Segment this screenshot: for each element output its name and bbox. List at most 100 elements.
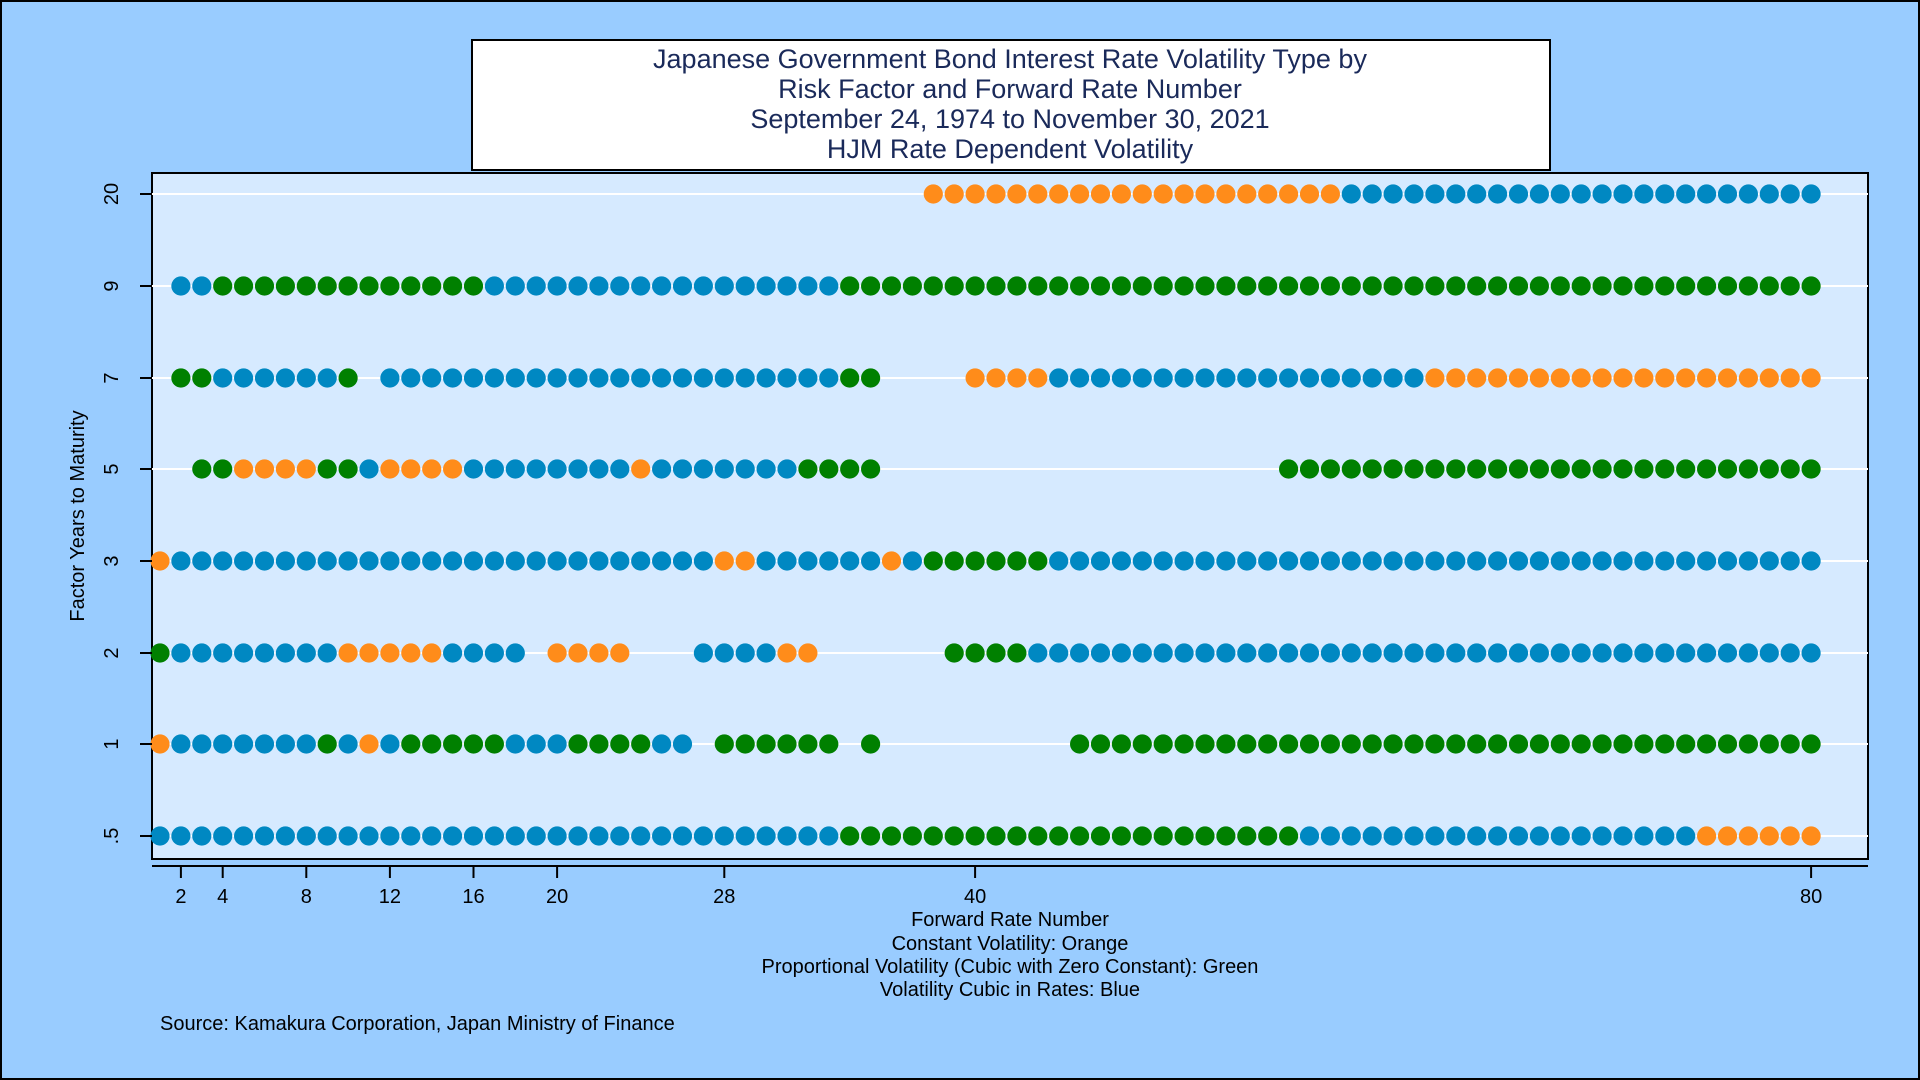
data-point-blue	[1216, 368, 1236, 388]
data-point-green	[944, 551, 964, 571]
data-point-orange	[422, 643, 442, 663]
data-point-blue	[798, 368, 818, 388]
data-point-green	[1613, 459, 1633, 479]
chart-title-line-2: Risk Factor and Forward Rate Number	[778, 74, 1242, 104]
data-point-green	[1759, 459, 1779, 479]
data-point-blue	[652, 551, 672, 571]
data-point-blue	[777, 551, 797, 571]
data-point-green	[254, 276, 275, 296]
data-point-green	[171, 368, 191, 388]
data-point-blue	[296, 826, 316, 846]
data-point-green	[840, 459, 860, 479]
data-point-blue	[1216, 643, 1236, 663]
data-point-blue	[672, 459, 693, 479]
data-point-green	[1216, 734, 1236, 754]
data-point-blue	[234, 826, 254, 846]
data-point-green	[777, 734, 797, 754]
x-tick-label: 4	[217, 886, 228, 908]
data-point-green	[1446, 276, 1466, 296]
data-point-blue	[1655, 184, 1675, 204]
data-point-blue	[1488, 826, 1508, 846]
data-point-blue	[735, 459, 755, 479]
data-point-blue	[1362, 551, 1382, 571]
data-point-green	[1634, 734, 1654, 754]
data-point-orange	[1320, 184, 1340, 204]
data-point-blue	[1634, 826, 1654, 846]
data-point-blue	[631, 551, 651, 571]
data-point-green	[840, 276, 860, 296]
data-point-blue	[213, 551, 233, 571]
data-point-green	[1279, 459, 1299, 479]
legend-line-orange: Constant Volatility: Orange	[892, 933, 1129, 955]
data-point-blue	[568, 459, 588, 479]
data-point-blue	[1613, 551, 1633, 571]
chart-title-line-4: HJM Rate Dependent Volatility	[827, 134, 1194, 164]
data-point-blue	[505, 368, 525, 388]
data-point-blue	[798, 276, 818, 296]
data-point-blue	[484, 276, 504, 296]
data-point-blue	[1759, 551, 1779, 571]
data-point-green	[1780, 734, 1800, 754]
data-point-blue	[192, 826, 212, 846]
data-point-blue	[1049, 551, 1069, 571]
data-point-blue	[1237, 368, 1257, 388]
data-point-blue	[714, 826, 734, 846]
data-point-blue	[171, 734, 191, 754]
data-point-blue	[254, 826, 275, 846]
data-point-blue	[1362, 368, 1382, 388]
data-point-blue	[819, 368, 839, 388]
data-point-green	[1237, 276, 1257, 296]
data-point-green	[1279, 734, 1299, 754]
data-point-blue	[1299, 643, 1320, 663]
data-point-blue	[505, 734, 525, 754]
data-point-blue	[359, 826, 379, 846]
data-point-orange	[1028, 184, 1048, 204]
data-point-green	[1738, 276, 1758, 296]
data-point-blue	[840, 551, 860, 571]
data-point-green	[1676, 459, 1696, 479]
data-point-green	[1571, 459, 1591, 479]
data-point-blue	[1070, 551, 1090, 571]
data-point-blue	[652, 826, 672, 846]
data-point-orange	[254, 459, 275, 479]
data-point-orange	[1697, 826, 1717, 846]
data-point-green	[1070, 826, 1090, 846]
data-point-green	[192, 368, 212, 388]
y-tick-label: 5	[101, 463, 123, 474]
data-point-orange	[150, 551, 170, 571]
data-point-blue	[380, 826, 400, 846]
data-point-green	[1488, 276, 1508, 296]
data-point-orange	[296, 459, 316, 479]
data-point-blue	[1111, 368, 1131, 388]
data-point-green	[1320, 734, 1340, 754]
data-point-green	[1508, 459, 1529, 479]
data-point-green	[1299, 459, 1320, 479]
data-point-blue	[1446, 184, 1466, 204]
data-point-green	[359, 276, 379, 296]
data-point-orange	[401, 643, 421, 663]
data-point-green	[1111, 734, 1131, 754]
data-point-blue	[672, 734, 693, 754]
data-point-blue	[192, 643, 212, 663]
data-point-green	[923, 551, 943, 571]
data-point-green	[798, 459, 818, 479]
data-point-green	[589, 734, 609, 754]
data-point-blue	[1488, 643, 1508, 663]
data-point-blue	[1571, 184, 1591, 204]
data-point-blue	[1132, 551, 1152, 571]
data-point-green	[1425, 276, 1445, 296]
data-point-blue	[338, 734, 358, 754]
data-point-blue	[1488, 551, 1508, 571]
data-point-orange	[631, 459, 651, 479]
data-point-blue	[1237, 551, 1257, 571]
data-point-orange	[1508, 368, 1529, 388]
data-point-blue	[1655, 551, 1675, 571]
data-point-blue	[1090, 551, 1111, 571]
x-tick-label: 2	[175, 886, 186, 908]
data-point-orange	[1132, 184, 1152, 204]
data-point-green	[1237, 734, 1257, 754]
data-point-blue	[589, 826, 609, 846]
data-point-orange	[359, 734, 379, 754]
data-point-blue	[1362, 184, 1382, 204]
data-point-blue	[1717, 643, 1738, 663]
